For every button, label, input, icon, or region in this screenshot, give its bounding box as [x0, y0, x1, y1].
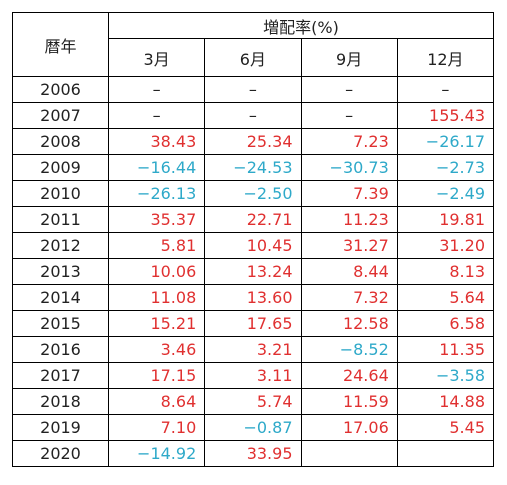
year-cell: 2011	[12, 206, 109, 233]
year-cell: 2009	[12, 154, 109, 181]
growth-value-cell: 3.21	[204, 336, 302, 363]
growth-value-cell: 10.45	[204, 232, 302, 259]
dividend-growth-table: 暦年 増配率(%) 3月 6月 9月 12月 2006– – – –2007– – –15…	[12, 12, 495, 467]
growth-value-cell: −8.52	[300, 336, 398, 363]
year-cell: 2017	[12, 362, 109, 389]
year-cell: 2020	[12, 440, 109, 467]
growth-value-cell: −2.50	[204, 180, 302, 207]
growth-value-cell: −16.44	[107, 154, 206, 181]
growth-value-cell: 3.11	[204, 362, 302, 389]
growth-value-cell: 155.43	[396, 102, 495, 129]
growth-value-cell: 11.23	[300, 206, 398, 233]
year-cell: 2013	[12, 258, 109, 285]
growth-value-cell: 3.46	[107, 336, 206, 363]
quarter-header-mar: 3月	[107, 38, 206, 77]
growth-value-cell	[300, 440, 398, 467]
quarter-header-sep: 9月	[300, 38, 398, 77]
growth-value-cell: −2.73	[396, 154, 495, 181]
growth-value-cell: 7.10	[107, 414, 206, 441]
table-row: 2011 35.37 22.71 11.23 19.81	[12, 206, 495, 233]
growth-value-cell: −26.13	[107, 180, 206, 207]
table-body: 2006– – – –2007– – –155.43 2008 38.43 25.34 7.23−…	[12, 76, 495, 467]
growth-value-cell: 17.06	[300, 414, 398, 441]
year-cell: 2008	[12, 128, 109, 155]
growth-value-cell: −3.58	[396, 362, 495, 389]
growth-value-cell: –	[300, 102, 398, 129]
growth-value-cell: 33.95	[204, 440, 302, 467]
table-row: 2008 38.43 25.34 7.23 −26.17	[12, 128, 495, 155]
growth-value-cell: –	[107, 102, 206, 129]
growth-value-cell: 7.32	[300, 284, 398, 311]
table-row: 2016 3.46 3.21 −8.52 11.35	[12, 336, 495, 363]
year-cell: 2015	[12, 310, 109, 337]
table-row: 2017 17.15 3.11 24.64 −3.58	[12, 362, 495, 389]
growth-value-cell: 25.34	[204, 128, 302, 155]
growth-value-cell: 22.71	[204, 206, 302, 233]
growth-value-cell: 8.64	[107, 388, 206, 415]
year-cell: 2007	[12, 102, 109, 129]
table-row: 2012 5.81 10.45 31.27 31.20	[12, 232, 495, 259]
growth-value-cell: –	[396, 76, 495, 103]
growth-value-cell: 8.44	[300, 258, 398, 285]
growth-value-cell: 8.13	[396, 258, 495, 285]
growth-value-cell: 12.58	[300, 310, 398, 337]
growth-value-cell: –	[300, 76, 398, 103]
growth-value-cell: 7.23	[300, 128, 398, 155]
growth-value-cell: 6.58	[396, 310, 495, 337]
quarter-header-dec: 12月	[396, 38, 495, 77]
growth-value-cell: −2.49	[396, 180, 495, 207]
growth-value-cell: 11.59	[300, 388, 398, 415]
year-cell: 2018	[12, 388, 109, 415]
growth-value-cell: 5.45	[396, 414, 495, 441]
growth-value-cell: −30.73	[300, 154, 398, 181]
table-row: 2015 15.21 17.65 12.58 6.58	[12, 310, 495, 337]
growth-value-cell: 15.21	[107, 310, 206, 337]
growth-value-cell: 17.65	[204, 310, 302, 337]
growth-value-cell: 38.43	[107, 128, 206, 155]
growth-value-cell: 11.35	[396, 336, 495, 363]
growth-value-cell: –	[204, 102, 302, 129]
growth-value-cell: –	[107, 76, 206, 103]
growth-value-cell: 13.24	[204, 258, 302, 285]
growth-value-cell: 35.37	[107, 206, 206, 233]
growth-value-cell: –	[204, 76, 302, 103]
table-row: 2019 7.10 −0.87 17.06 5.45	[12, 414, 495, 441]
growth-value-cell: 14.88	[396, 388, 495, 415]
table-row: 2020 −14.92 33.95	[12, 440, 495, 467]
table-row: 2010 −26.13 −2.50 7.39 −2.49	[12, 180, 495, 207]
year-cell: 2019	[12, 414, 109, 441]
table-row: 2009 −16.44 −24.53 −30.73 −2.73	[12, 154, 495, 181]
year-cell: 2014	[12, 284, 109, 311]
growth-value-cell: 17.15	[107, 362, 206, 389]
growth-value-cell: 31.20	[396, 232, 495, 259]
table-row: 2018 8.64 5.74 11.59 14.88	[12, 388, 495, 415]
quarter-header-jun: 6月	[204, 38, 302, 77]
year-cell: 2016	[12, 336, 109, 363]
growth-value-cell: 10.06	[107, 258, 206, 285]
growth-value-cell: 7.39	[300, 180, 398, 207]
growth-value-cell: 5.64	[396, 284, 495, 311]
growth-value-cell: 11.08	[107, 284, 206, 311]
year-column-header: 暦年	[12, 12, 109, 77]
table-row: 2014 11.08 13.60 7.32 5.64	[12, 284, 495, 311]
growth-value-cell: −0.87	[204, 414, 302, 441]
growth-value-cell: 31.27	[300, 232, 398, 259]
year-cell: 2010	[12, 180, 109, 207]
growth-value-cell: 19.81	[396, 206, 495, 233]
growth-value-cell	[396, 440, 495, 467]
growth-value-cell: 5.74	[204, 388, 302, 415]
growth-value-cell: 13.60	[204, 284, 302, 311]
growth-value-cell: −14.92	[107, 440, 206, 467]
growth-value-cell: 5.81	[107, 232, 206, 259]
growth-value-cell: −24.53	[204, 154, 302, 181]
table-row: 2013 10.06 13.24 8.44 8.13	[12, 258, 495, 285]
table-row: 2006– – – –	[12, 76, 495, 103]
growth-rate-header: 増配率(%)	[108, 12, 494, 39]
year-cell: 2012	[12, 232, 109, 259]
growth-value-cell: −26.17	[396, 128, 495, 155]
table-row: 2007– – –155.43	[12, 102, 495, 129]
growth-value-cell: 24.64	[300, 362, 398, 389]
year-cell: 2006	[12, 76, 109, 103]
